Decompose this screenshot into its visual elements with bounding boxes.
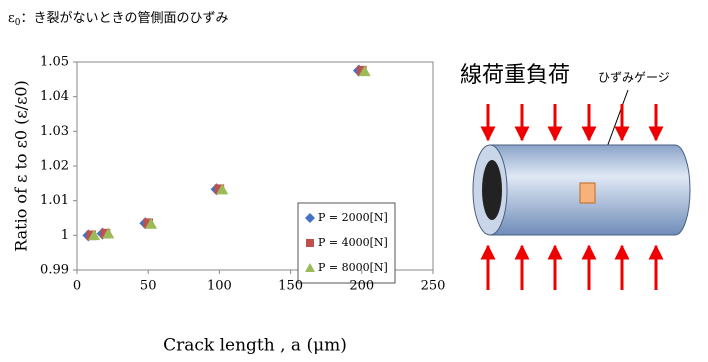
data-point — [88, 229, 101, 241]
x-tick-label: 150 — [278, 279, 303, 294]
data-point — [145, 217, 158, 229]
data-point — [358, 65, 371, 77]
legend-marker — [305, 213, 315, 223]
x-tick-label: 0 — [73, 279, 81, 294]
note-symbol: ε — [8, 11, 15, 26]
y-tick-label: 1.02 — [40, 159, 69, 174]
data-point — [216, 183, 229, 195]
legend-label: P = 4000[N] — [318, 236, 388, 249]
y-axis-label: Ratio of ε to ε0 (ε/ε0) — [12, 80, 31, 252]
load-arrows — [480, 104, 664, 290]
gauge-label: ひずみゲージ — [598, 71, 670, 85]
x-axis-label: Crack length , a (μm) — [163, 336, 347, 356]
legend-label: P = 2000[N] — [318, 211, 388, 224]
x-tick-label: 250 — [421, 279, 446, 294]
diagram-title: 線荷重負荷 — [460, 63, 570, 88]
note-subscript: 0 — [15, 18, 21, 28]
diagram: 線荷重負荷 ひずみゲージ — [460, 63, 691, 290]
y-tick-label: 0.99 — [40, 263, 69, 278]
legend-marker — [305, 263, 315, 272]
y-tick-label: 1.04 — [40, 89, 69, 104]
x-tick-label: 200 — [349, 279, 374, 294]
y-tick-label: 1.03 — [40, 124, 69, 139]
note: ε0：き裂がないときの管側面のひずみ — [8, 11, 229, 28]
y-tick-label: 1.05 — [40, 55, 69, 70]
y-tick-label: 1.01 — [40, 193, 69, 208]
legend-marker — [306, 239, 314, 247]
strain-gauge — [579, 182, 596, 204]
y-tick-label: 1 — [61, 228, 69, 243]
legend-label: P = 8000[N] — [318, 261, 388, 274]
x-tick-label: 50 — [140, 279, 157, 294]
note-text: ：き裂がないときの管側面のひずみ — [20, 11, 228, 26]
x-tick-label: 100 — [207, 279, 232, 294]
legend-box — [297, 202, 396, 284]
pipe-hole — [482, 160, 502, 220]
chart: Crack length , a (μm) Ratio of ε to ε0 (… — [12, 55, 446, 356]
data-point — [102, 227, 115, 239]
